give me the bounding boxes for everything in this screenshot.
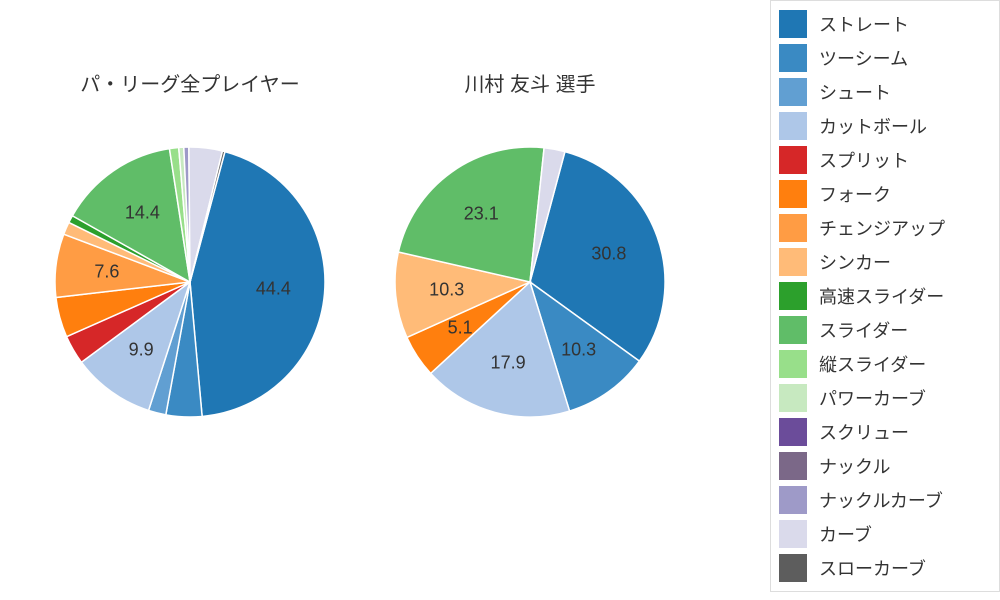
legend-label: スライダー: [819, 317, 908, 343]
legend-label: フォーク: [819, 181, 891, 207]
slice-label-player: 30.8: [591, 243, 626, 264]
legend-swatch: [779, 248, 807, 276]
legend-label: スクリュー: [819, 419, 909, 445]
legend-item: カーブ: [779, 517, 991, 551]
legend-label: ナックルカーブ: [819, 487, 943, 513]
slice-label-player: 17.9: [491, 352, 526, 373]
legend-label: カットボール: [819, 113, 927, 139]
legend-swatch: [779, 554, 807, 582]
legend-item: パワーカーブ: [779, 381, 991, 415]
legend-item: カットボール: [779, 109, 991, 143]
legend-swatch: [779, 350, 807, 378]
legend-item: シュート: [779, 75, 991, 109]
legend-label: 高速スライダー: [819, 283, 944, 309]
legend-label: スローカーブ: [819, 555, 926, 581]
legend-swatch: [779, 418, 807, 446]
legend-label: スプリット: [819, 147, 909, 173]
legend-label: シンカー: [819, 249, 891, 275]
slice-label-player: 10.3: [561, 340, 596, 361]
legend-item: チェンジアップ: [779, 211, 991, 245]
chart-title-player: 川村 友斗 選手: [380, 68, 680, 97]
legend-item: 高速スライダー: [779, 279, 991, 313]
slice-label-league: 14.4: [125, 203, 160, 224]
legend-swatch: [779, 78, 807, 106]
legend-label: 縦スライダー: [819, 351, 926, 377]
legend-label: ストレート: [819, 11, 909, 37]
legend-item: ナックルカーブ: [779, 483, 991, 517]
chart-container: { "layout": { "width": 1000, "height": 6…: [0, 0, 1000, 600]
legend-swatch: [779, 282, 807, 310]
legend-label: ツーシーム: [819, 45, 908, 71]
legend-item: スローカーブ: [779, 551, 991, 585]
legend-item: フォーク: [779, 177, 991, 211]
legend-item: ツーシーム: [779, 41, 991, 75]
legend-item: シンカー: [779, 245, 991, 279]
legend-swatch: [779, 146, 807, 174]
legend-swatch: [779, 44, 807, 72]
legend-swatch: [779, 316, 807, 344]
legend-swatch: [779, 452, 807, 480]
legend-swatch: [779, 486, 807, 514]
legend-swatch: [779, 112, 807, 140]
legend-label: チェンジアップ: [819, 215, 945, 241]
legend-swatch: [779, 384, 807, 412]
legend-item: スプリット: [779, 143, 991, 177]
legend-label: シュート: [819, 79, 891, 105]
legend-item: スライダー: [779, 313, 991, 347]
slice-label-league: 44.4: [256, 279, 291, 300]
slice-label-player: 10.3: [429, 280, 464, 301]
slice-label-league: 9.9: [129, 339, 154, 360]
legend-swatch: [779, 180, 807, 208]
legend-item: ナックル: [779, 449, 991, 483]
legend-label: ナックル: [819, 453, 890, 479]
legend-label: カーブ: [819, 521, 872, 547]
legend: ストレートツーシームシュートカットボールスプリットフォークチェンジアップシンカー…: [770, 0, 1000, 592]
legend-item: スクリュー: [779, 415, 991, 449]
legend-item: 縦スライダー: [779, 347, 991, 381]
legend-item: ストレート: [779, 7, 991, 41]
chart-title-league: パ・リーグ全プレイヤー: [40, 68, 340, 97]
slice-label-league: 7.6: [94, 261, 119, 282]
legend-swatch: [779, 520, 807, 548]
slice-label-player: 23.1: [464, 203, 499, 224]
legend-label: パワーカーブ: [819, 385, 926, 411]
legend-swatch: [779, 214, 807, 242]
slice-label-player: 5.1: [448, 318, 473, 339]
legend-swatch: [779, 10, 807, 38]
